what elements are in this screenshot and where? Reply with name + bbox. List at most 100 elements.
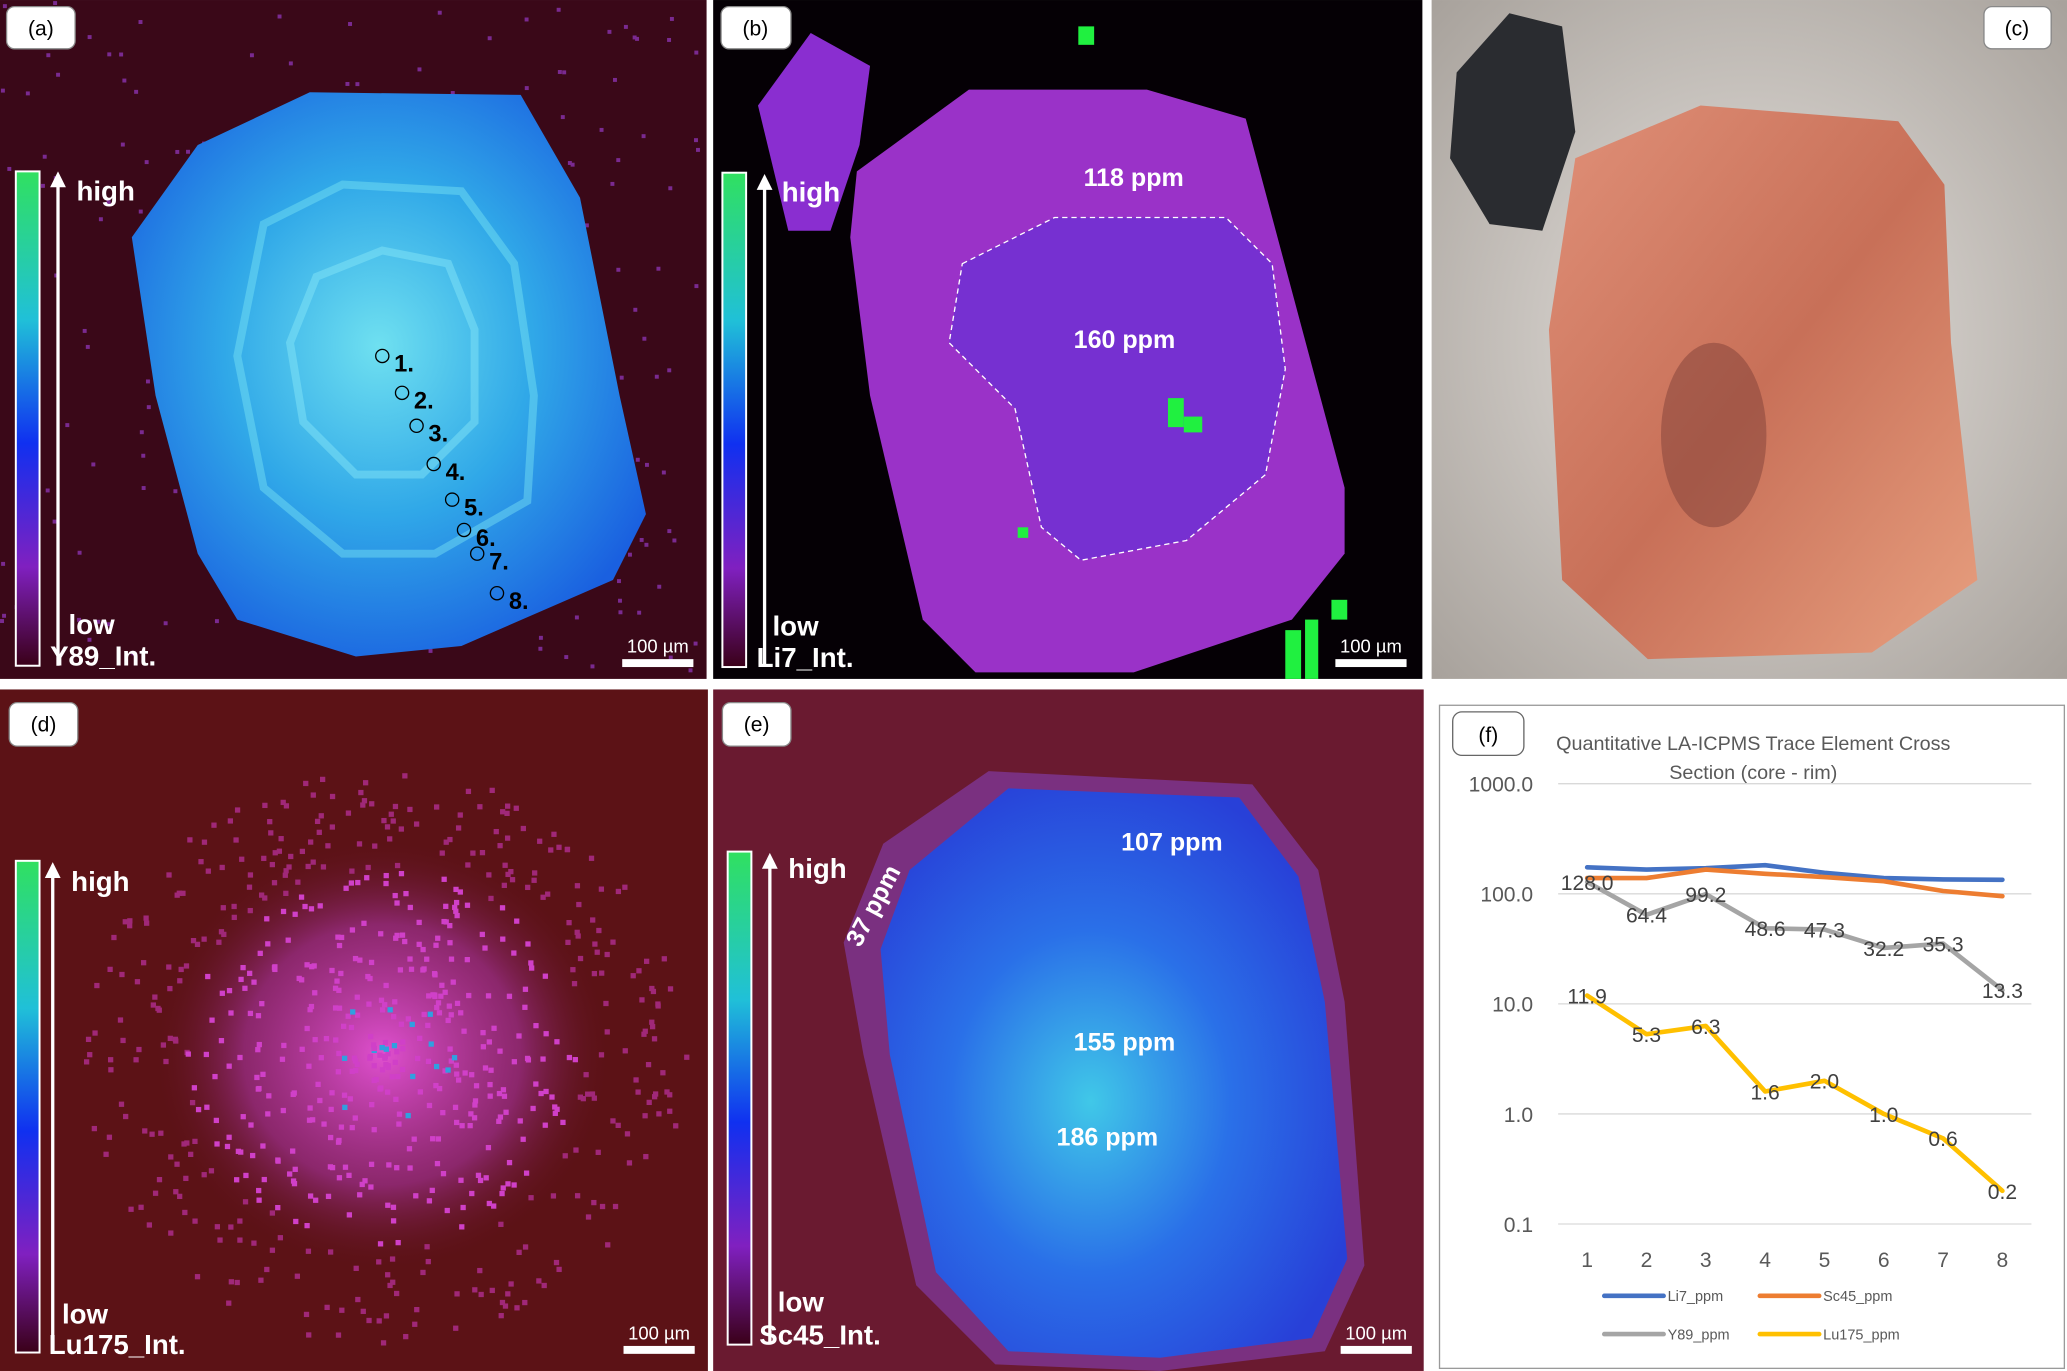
speckle <box>598 886 605 892</box>
growth-zone <box>233 180 538 558</box>
speckle <box>271 880 278 886</box>
speckle <box>91 462 96 467</box>
speckle <box>314 818 321 825</box>
speckle <box>369 801 375 807</box>
speckle <box>596 927 602 934</box>
speckle <box>353 1265 359 1271</box>
speckle <box>292 1166 298 1172</box>
speckle <box>435 1136 442 1142</box>
speckle <box>505 1291 511 1297</box>
speckle <box>382 1039 389 1046</box>
speckle <box>134 979 141 985</box>
speckle <box>365 973 371 980</box>
speckle <box>185 1051 191 1057</box>
speckle <box>392 803 399 810</box>
mineral-grain-black <box>1450 13 1576 231</box>
speckle <box>262 895 268 901</box>
speckle <box>696 147 700 152</box>
speckle <box>305 863 311 870</box>
speckle <box>354 1061 360 1068</box>
speckle <box>368 1184 374 1190</box>
speckle <box>497 1114 504 1120</box>
speckle <box>362 1178 368 1184</box>
speckle <box>540 894 546 900</box>
speckle <box>407 1165 413 1171</box>
speckle <box>453 1325 459 1331</box>
channel-label: Li7_Int. <box>757 642 854 673</box>
speckle <box>635 457 640 462</box>
speckle <box>203 1051 209 1058</box>
speckle <box>514 918 520 924</box>
speckle <box>183 963 190 969</box>
speckle <box>288 61 293 66</box>
speckle <box>120 1037 126 1044</box>
speckle <box>501 882 507 888</box>
speckle <box>538 635 543 640</box>
panel-label-box <box>5 5 76 50</box>
speckle <box>567 161 572 165</box>
speckle <box>257 950 263 956</box>
speckle <box>549 1094 555 1100</box>
speckle <box>186 149 190 154</box>
speckle <box>309 964 315 970</box>
scale-bar-label: 100 µm <box>627 636 689 657</box>
speckle <box>488 1067 494 1073</box>
speckle <box>460 1204 466 1211</box>
speckle <box>496 1090 503 1097</box>
speckle <box>345 81 350 86</box>
speckle <box>398 826 404 832</box>
speckle <box>433 942 439 948</box>
speckle <box>173 1189 179 1195</box>
speckle <box>403 1333 409 1340</box>
speckle <box>420 1269 426 1276</box>
speckle <box>106 1134 113 1140</box>
speckle <box>361 798 368 804</box>
speckle <box>501 1093 508 1099</box>
speckle <box>605 1242 611 1248</box>
speckle <box>459 1224 465 1230</box>
speckle <box>478 1291 484 1298</box>
spot-label: 7. <box>489 549 509 575</box>
speckle <box>251 1240 257 1246</box>
rim-concentration-label: 107 ppm <box>1121 828 1223 856</box>
speckle <box>335 1332 342 1338</box>
speckle <box>345 1013 351 1019</box>
speckle <box>166 964 172 970</box>
speckle <box>664 1089 670 1095</box>
speckle <box>469 1072 475 1078</box>
speckle <box>335 934 341 940</box>
scale-bar-label: 100 µm <box>1345 1322 1407 1343</box>
speckle <box>269 1247 276 1253</box>
speckle <box>368 1033 374 1040</box>
speckle <box>324 1304 330 1311</box>
speckle <box>538 1090 544 1097</box>
panel-label-box <box>1983 5 2052 50</box>
speckle <box>651 1036 658 1042</box>
speckle <box>433 1082 439 1089</box>
rim-concentration-label: 118 ppm <box>1084 164 1184 192</box>
panel-label: (b) <box>742 18 768 41</box>
arrow-head-icon <box>761 852 778 869</box>
speckle <box>92 1030 98 1036</box>
speckle <box>585 1214 592 1220</box>
speckle <box>365 864 371 871</box>
speckle <box>502 862 508 868</box>
speckle <box>192 1138 198 1145</box>
arrow-head-icon <box>756 174 773 190</box>
speckle <box>217 1237 223 1243</box>
speckle <box>635 36 640 41</box>
speckle <box>400 1039 406 1045</box>
speckle <box>645 1061 652 1068</box>
speckle <box>141 453 146 458</box>
speckle <box>428 1041 434 1047</box>
crystal-fragment <box>757 32 871 231</box>
colorbar-low-label: low <box>69 609 116 640</box>
speckle <box>226 1063 232 1069</box>
speckle <box>644 542 649 547</box>
speckle <box>426 1102 433 1109</box>
speckle <box>503 1109 509 1115</box>
speckle <box>444 1207 450 1214</box>
speckle <box>627 552 632 557</box>
speckle <box>610 1118 616 1124</box>
speckle <box>307 1193 314 1199</box>
